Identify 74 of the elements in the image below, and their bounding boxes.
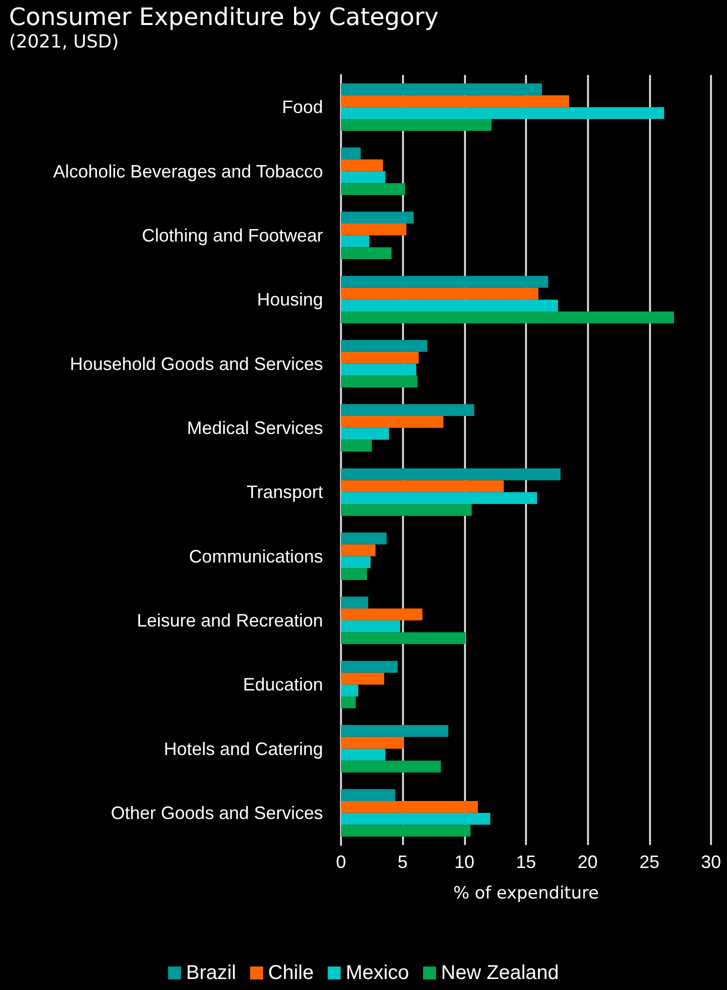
x-tick-label: 25: [639, 852, 660, 872]
x-tick-label: 15: [516, 852, 536, 872]
bar: [341, 118, 492, 131]
bar: [341, 748, 386, 761]
legend-label: Mexico: [346, 962, 410, 984]
legend-label: Brazil: [186, 962, 236, 984]
y-tick-label: Medical Services: [186, 418, 323, 438]
y-tick-label: Other Goods and Services: [110, 802, 323, 823]
bar: [341, 212, 414, 224]
bar: [341, 300, 558, 312]
y-tick-label: Alcoholic Beverages and Tobacco: [53, 161, 323, 182]
bar: [341, 504, 472, 516]
bar: [341, 801, 478, 813]
bar: [341, 596, 368, 609]
y-tick-label: Transport: [246, 482, 323, 502]
bar: [341, 428, 390, 440]
bar: [341, 532, 387, 544]
bar: [341, 416, 444, 428]
y-tick-label: Household Goods and Services: [70, 354, 323, 374]
y-tick-label: Food: [282, 97, 323, 118]
x-tick-label: 0: [336, 852, 346, 872]
bar: [341, 159, 383, 172]
legend-label: Chile: [268, 962, 314, 984]
y-tick-label: Housing: [256, 290, 323, 310]
bar: [341, 736, 404, 749]
y-tick-label: Leisure and Recreation: [136, 610, 323, 630]
bar: [341, 468, 561, 480]
bar: [341, 171, 386, 184]
bar: [341, 568, 367, 580]
x-tick-label: 10: [454, 852, 474, 872]
bar: [341, 608, 422, 620]
bar: [341, 148, 361, 160]
bar: [341, 760, 441, 772]
bar: [341, 83, 542, 96]
bar: [341, 556, 371, 568]
bar: [341, 824, 470, 837]
bar: [341, 364, 416, 376]
bar: [341, 632, 466, 644]
bar: [341, 107, 664, 119]
bar: [341, 352, 419, 364]
bar: [341, 235, 370, 248]
bar: [341, 812, 490, 825]
x-tick-label: 30: [700, 852, 722, 872]
y-tick-label: Clothing and Footwear: [142, 225, 324, 246]
chart-title: Consumer Expenditure by Category: [9, 3, 439, 31]
bar: [341, 288, 538, 300]
y-tick-label: Communications: [188, 546, 323, 566]
bar: [341, 480, 504, 492]
x-axis-title: % of expenditure: [453, 884, 599, 904]
bar: [341, 224, 406, 236]
bar: [341, 789, 396, 802]
y-tick-label: Hotels and Catering: [164, 738, 323, 759]
bar: [341, 404, 474, 416]
bar: [341, 620, 400, 632]
bar: [341, 684, 358, 696]
bar: [341, 311, 674, 324]
bar: [341, 696, 356, 708]
bar: [341, 492, 538, 504]
x-tick-label: 20: [578, 852, 598, 872]
bar: [341, 440, 372, 452]
bar: [341, 376, 418, 388]
bar: [341, 672, 384, 685]
bar: [341, 183, 406, 195]
legend-label: New Zealand: [441, 962, 559, 984]
x-tick-label: 5: [398, 852, 408, 872]
bar: [341, 544, 376, 556]
bar: [341, 725, 448, 737]
bar: [341, 247, 392, 260]
bar: [341, 95, 570, 108]
y-tick-label: Education: [242, 674, 323, 695]
bar: [341, 660, 398, 673]
bar: [341, 340, 428, 352]
bar: [341, 276, 548, 288]
text: (2021, USD): [9, 32, 119, 52]
